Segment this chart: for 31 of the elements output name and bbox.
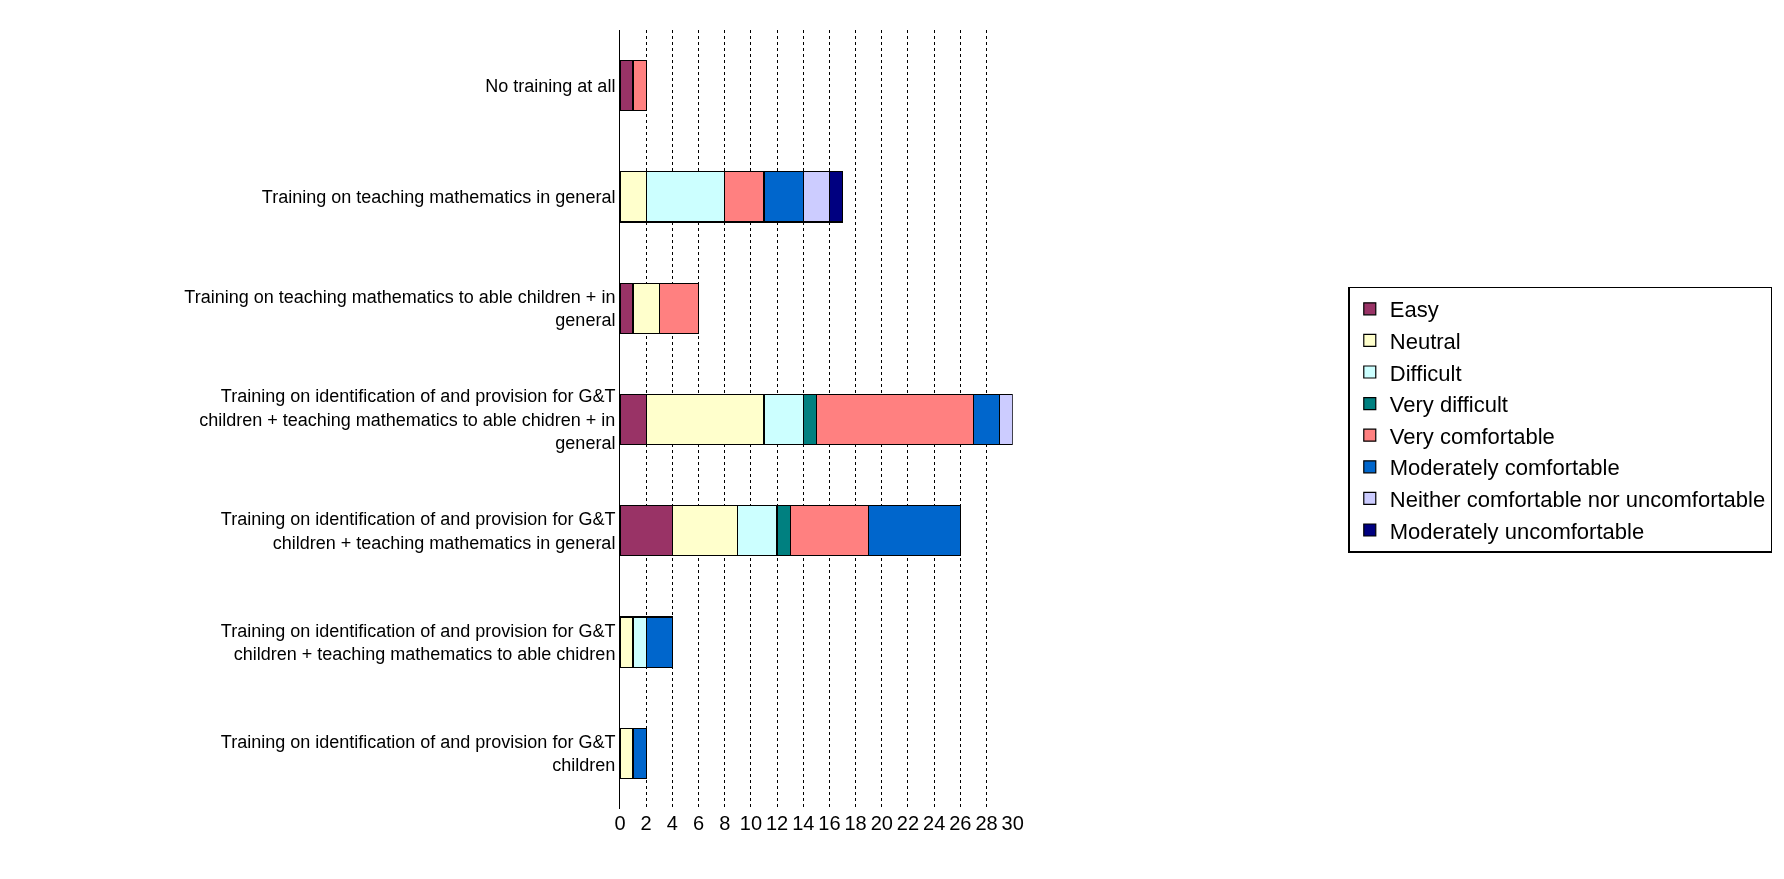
x-tick-label: 28 [975,812,998,834]
x-tick-label: 22 [896,812,920,834]
y-tick-label: Training on identification of and provision for G&T children [220,731,616,776]
legend-label: Very difficult [1389,392,1508,418]
legend-label: Moderately uncomfortable [1389,518,1645,544]
x-tick-label: 30 [1001,812,1024,834]
y-tick-label: No training at all [485,75,616,96]
legend-label: Very comfortable [1389,423,1555,449]
y-tick-label: Training on teaching mathematics to able children + in general [184,286,616,331]
y-tick-label: Training on teaching mathematics in general [261,187,616,208]
x-tick-label: 12 [765,812,789,834]
x-tick-label: 6 [692,812,705,834]
x-tick-label: 4 [666,812,678,834]
x-tick-label: 8 [719,812,731,834]
x-tick-label: 16 [818,812,841,834]
legend-label: Easy [1389,297,1439,323]
x-tick-label: 18 [844,812,867,834]
y-tick-label: Training on identification of and provision for G&T children + teaching mathematics in general [220,509,616,553]
x-tick-label: 14 [792,812,815,834]
legend-label: Difficult [1389,360,1462,386]
x-tick-label: 26 [949,812,972,834]
legend-label: Moderately comfortable [1389,455,1620,481]
legend-label: Neutral [1389,328,1461,354]
x-tick-label: 2 [640,812,652,834]
x-tick-label: 0 [614,812,626,834]
y-tick-label: Training on identification of and provision for G&T children + teaching mathematics to able chidren + in general [199,386,616,454]
x-tick-label: 20 [870,812,893,834]
x-tick-label: 10 [739,812,763,834]
legend-label: Neither comfortable nor uncomfortable [1389,486,1766,512]
y-tick-label: Training on identification of and provision for G&T children + teaching mathematics to able chidren [220,620,616,665]
x-tick-label: 24 [923,812,946,834]
